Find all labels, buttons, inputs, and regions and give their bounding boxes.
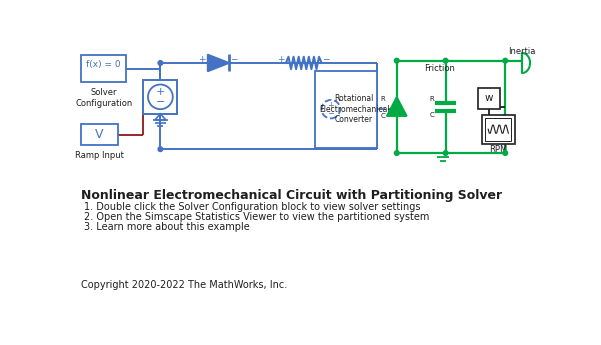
Circle shape bbox=[158, 61, 163, 65]
Bar bbox=[81, 55, 126, 82]
Circle shape bbox=[158, 147, 163, 151]
Circle shape bbox=[503, 151, 508, 155]
Text: Nonlinear Electromechanical Circuit with Partitioning Solver: Nonlinear Electromechanical Circuit with… bbox=[81, 189, 502, 202]
Polygon shape bbox=[208, 55, 230, 71]
Text: +: + bbox=[156, 87, 165, 97]
Text: V: V bbox=[96, 128, 104, 141]
Text: f(x) = 0: f(x) = 0 bbox=[87, 60, 121, 69]
Text: Ramp Input: Ramp Input bbox=[75, 151, 124, 160]
Bar bbox=[478, 88, 500, 109]
Bar bbox=[143, 80, 177, 114]
Text: −: − bbox=[328, 109, 334, 118]
Text: 2. Open the Simscape Statistics Viewer to view the partitioned system: 2. Open the Simscape Statistics Viewer t… bbox=[84, 211, 430, 221]
Text: 1. Double click the Solver Configuration block to view solver settings: 1. Double click the Solver Configuration… bbox=[84, 201, 421, 211]
Text: Copyright 2020-2022 The MathWorks, Inc.: Copyright 2020-2022 The MathWorks, Inc. bbox=[81, 280, 287, 290]
Text: +: + bbox=[198, 55, 205, 63]
Circle shape bbox=[503, 58, 508, 63]
Circle shape bbox=[444, 151, 448, 155]
Text: C: C bbox=[429, 111, 434, 118]
Text: R: R bbox=[380, 96, 385, 102]
Text: 3. Learn more about this example: 3. Learn more about this example bbox=[84, 221, 250, 231]
Text: R: R bbox=[429, 96, 434, 102]
Circle shape bbox=[394, 151, 399, 155]
Polygon shape bbox=[386, 97, 407, 116]
Text: Friction: Friction bbox=[424, 64, 455, 73]
Text: −: − bbox=[323, 55, 330, 63]
Text: Solver
Configuration: Solver Configuration bbox=[75, 88, 132, 108]
Text: Inertia: Inertia bbox=[508, 47, 536, 56]
Bar bbox=[485, 118, 511, 141]
Text: +: + bbox=[328, 101, 334, 110]
Text: w: w bbox=[485, 93, 493, 104]
Circle shape bbox=[394, 58, 399, 63]
Text: Rotational
Electromechanical
Converter: Rotational Electromechanical Converter bbox=[319, 94, 389, 124]
Circle shape bbox=[444, 58, 448, 63]
Bar bbox=[482, 115, 514, 144]
Text: +: + bbox=[276, 55, 284, 63]
Bar bbox=[81, 124, 118, 145]
Bar bbox=[316, 71, 377, 148]
Text: RPM: RPM bbox=[489, 146, 507, 155]
Text: −: − bbox=[230, 55, 238, 63]
Text: C: C bbox=[380, 113, 385, 119]
Text: −: − bbox=[156, 97, 165, 107]
